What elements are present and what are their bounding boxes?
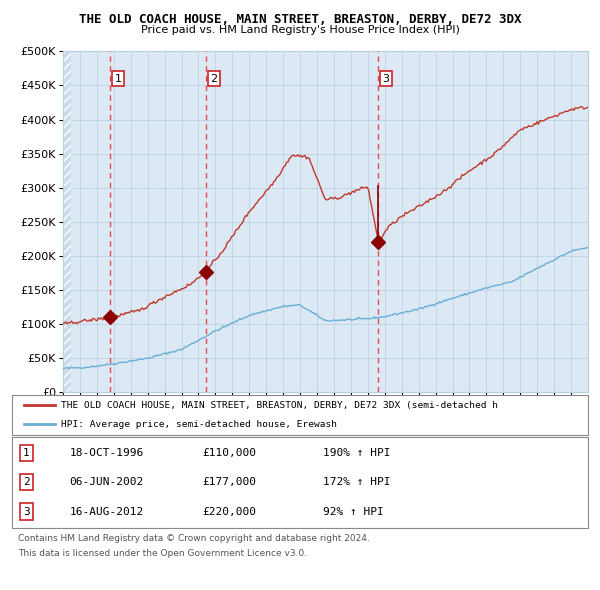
FancyBboxPatch shape: [12, 437, 588, 528]
Text: £177,000: £177,000: [202, 477, 256, 487]
Text: 2: 2: [211, 74, 217, 84]
Text: This data is licensed under the Open Government Licence v3.0.: This data is licensed under the Open Gov…: [18, 549, 307, 558]
Text: THE OLD COACH HOUSE, MAIN STREET, BREASTON, DERBY, DE72 3DX: THE OLD COACH HOUSE, MAIN STREET, BREAST…: [79, 13, 521, 26]
Text: £110,000: £110,000: [202, 448, 256, 458]
Text: Price paid vs. HM Land Registry's House Price Index (HPI): Price paid vs. HM Land Registry's House …: [140, 25, 460, 35]
Text: 2: 2: [23, 477, 30, 487]
FancyBboxPatch shape: [12, 395, 588, 435]
Text: 16-AUG-2012: 16-AUG-2012: [70, 507, 144, 517]
Text: 18-OCT-1996: 18-OCT-1996: [70, 448, 144, 458]
Text: Contains HM Land Registry data © Crown copyright and database right 2024.: Contains HM Land Registry data © Crown c…: [18, 534, 370, 543]
Text: 1: 1: [115, 74, 122, 84]
Text: HPI: Average price, semi-detached house, Erewash: HPI: Average price, semi-detached house,…: [61, 419, 337, 429]
Text: 3: 3: [383, 74, 389, 84]
Text: THE OLD COACH HOUSE, MAIN STREET, BREASTON, DERBY, DE72 3DX (semi-detached h: THE OLD COACH HOUSE, MAIN STREET, BREAST…: [61, 401, 498, 410]
Text: 06-JUN-2002: 06-JUN-2002: [70, 477, 144, 487]
Text: 172% ↑ HPI: 172% ↑ HPI: [323, 477, 391, 487]
Text: 190% ↑ HPI: 190% ↑ HPI: [323, 448, 391, 458]
Text: 3: 3: [23, 507, 30, 517]
Text: 1: 1: [23, 448, 30, 458]
Text: 92% ↑ HPI: 92% ↑ HPI: [323, 507, 384, 517]
Text: £220,000: £220,000: [202, 507, 256, 517]
